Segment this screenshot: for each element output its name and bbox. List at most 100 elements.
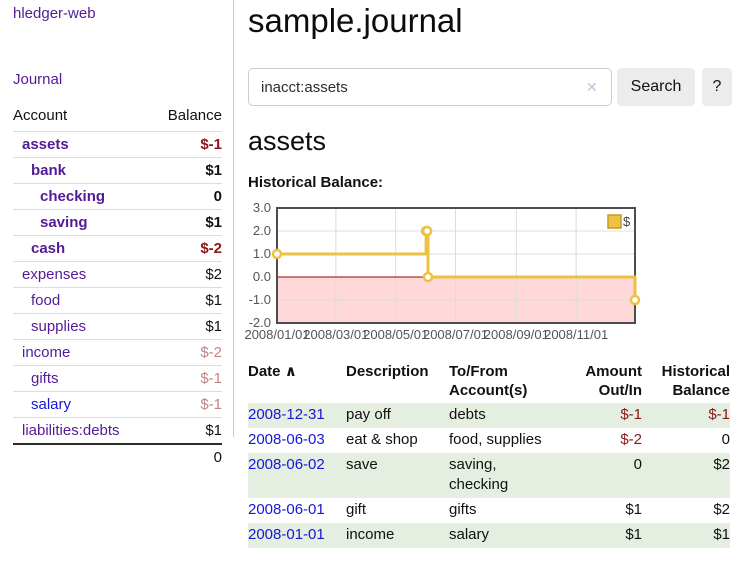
transaction-balance: 0 [721, 431, 730, 448]
transaction-row: 2008-01-01 income salary $1 $1 [248, 523, 730, 548]
account-row: supplies $1 [13, 313, 222, 339]
transaction-description: pay off [346, 406, 391, 423]
search-input[interactable] [248, 68, 612, 106]
x-tick-label: 2008/03/01 [303, 327, 368, 342]
clear-search-icon[interactable]: ✕ [586, 79, 598, 95]
account-link-supplies[interactable]: supplies [31, 318, 87, 335]
transaction-amount: $-1 [620, 406, 642, 423]
account-link-bank[interactable]: bank [31, 162, 67, 179]
account-balance: $-1 [200, 136, 222, 153]
accounts-panel: Account Balance assets $-1 bank $1 checking 0… [13, 104, 222, 470]
account-link-income[interactable]: income [22, 344, 71, 361]
y-tick-label: 1.0 [253, 246, 271, 261]
transaction-date-link[interactable]: 2008-12-31 [248, 406, 325, 423]
main-content: sample.journal ✕ Search ? assets Histori… [244, 0, 734, 582]
historical-balance-chart: 3.0 2.0 1.0 0.0 -1.0 -2.02008/01/012008/03/01… [244, 200, 641, 342]
sort-ascending-icon: ∧ [284, 363, 297, 380]
legend-label: $ [623, 214, 631, 229]
account-link-salary[interactable]: salary [31, 396, 72, 413]
transaction-row: 2008-06-02 save saving, checking 0 $2 [248, 453, 730, 498]
description-column-header: Description [346, 363, 429, 380]
transaction-date-link[interactable]: 2008-06-03 [248, 431, 325, 448]
transaction-accounts: salary [449, 526, 490, 543]
account-link-expenses[interactable]: expenses [22, 266, 87, 283]
x-tick-label: 2008/11/01 [544, 327, 608, 342]
page-title: sample.journal [248, 2, 463, 39]
account-row: saving $1 [13, 209, 222, 235]
x-tick-label: 2008/07/01 [423, 327, 488, 342]
account-balance: $-2 [200, 344, 222, 361]
transaction-amount: $1 [625, 526, 642, 543]
x-tick-label: 2008/05/01 [363, 327, 428, 342]
accounts-total-row: 0 [13, 443, 222, 470]
y-tick-label: -2.0 [249, 315, 271, 330]
y-tick-label: 2.0 [253, 223, 271, 238]
help-button[interactable]: ? [702, 68, 732, 106]
account-link-food[interactable]: food [31, 292, 61, 309]
transaction-accounts: debts [449, 406, 486, 423]
transaction-row: 2008-12-31 pay off debts $-1 $-1 [248, 403, 730, 428]
account-row: salary $-1 [13, 391, 222, 417]
balance-column-header: Historical Balance [661, 363, 730, 399]
transaction-description: eat & shop [346, 431, 418, 448]
account-link-checking[interactable]: checking [40, 188, 106, 205]
search-bar: ✕ Search ? [248, 68, 734, 106]
account-row: liabilities:debts $1 [13, 417, 222, 443]
account-balance: $1 [205, 422, 222, 439]
account-row: bank $1 [13, 157, 222, 183]
data-point-marker [421, 225, 433, 237]
search-button[interactable]: Search [617, 68, 695, 106]
y-tick-label: 3.0 [253, 200, 271, 215]
accounts-header-row: Account Balance [13, 104, 222, 131]
data-point-marker [271, 248, 283, 260]
transaction-description: income [346, 526, 395, 543]
transaction-balance: $2 [713, 456, 730, 473]
total-balance-value: 0 [213, 449, 222, 466]
x-tick-label: 2008/09/01 [484, 327, 549, 342]
account-link-saving[interactable]: saving [40, 214, 88, 231]
account-balance: $1 [205, 292, 222, 309]
app-title-link[interactable]: hledger-web [13, 5, 96, 22]
date-column-label: Date [248, 363, 281, 380]
sidebar-item-journal[interactable]: Journal [13, 71, 63, 88]
transaction-amount: 0 [633, 456, 642, 473]
data-point-marker [422, 271, 434, 283]
account-link-cash[interactable]: cash [31, 240, 66, 257]
account-link-gifts[interactable]: gifts [31, 370, 59, 387]
account-row: expenses $2 [13, 261, 222, 287]
account-heading: assets [248, 126, 327, 156]
transaction-balance: $1 [713, 526, 730, 543]
account-row: income $-2 [13, 339, 222, 365]
chart-title: Historical Balance: [248, 174, 384, 191]
account-balance: $-2 [200, 240, 222, 257]
transaction-balance: $-1 [708, 406, 730, 423]
account-balance: $2 [205, 266, 222, 283]
account-row: checking 0 [13, 183, 222, 209]
balance-column-header: Balance [167, 107, 222, 124]
y-tick-label: 0.0 [253, 269, 271, 284]
transaction-accounts: saving, checking [449, 456, 509, 493]
plot-border [276, 207, 636, 324]
register-table: Date ∧ Description To/From Account(s) Am… [248, 362, 730, 548]
transaction-date-link[interactable]: 2008-01-01 [248, 526, 325, 543]
data-point-marker [629, 294, 641, 306]
sidebar-divider [233, 0, 234, 437]
account-row: gifts $-1 [13, 365, 222, 391]
transaction-description: gift [346, 501, 367, 518]
account-balance: $1 [205, 318, 222, 335]
x-tick-label: 2008/01/01 [244, 327, 309, 342]
transaction-date-link[interactable]: 2008-06-01 [248, 501, 325, 518]
account-balance: $-1 [200, 396, 222, 413]
date-column-header[interactable]: Date ∧ [248, 362, 346, 403]
transaction-row: 2008-06-01 gift gifts $1 $2 [248, 498, 730, 523]
amount-column-header: Amount Out/In [585, 363, 642, 399]
transaction-date-link[interactable]: 2008-06-02 [248, 456, 325, 473]
account-row: cash $-2 [13, 235, 222, 261]
transaction-amount: $-2 [620, 431, 642, 448]
account-link-liabilities-debts[interactable]: liabilities:debts [22, 422, 120, 439]
register-body: 2008-12-31 pay off debts $-1 $-1 2008-06-03 ea… [248, 403, 730, 548]
transaction-row: 2008-06-03 eat & shop food, supplies $-2 0 [248, 428, 730, 453]
account-link-assets[interactable]: assets [22, 136, 69, 153]
account-row: assets $-1 [13, 131, 222, 157]
transaction-accounts: gifts [449, 501, 477, 518]
